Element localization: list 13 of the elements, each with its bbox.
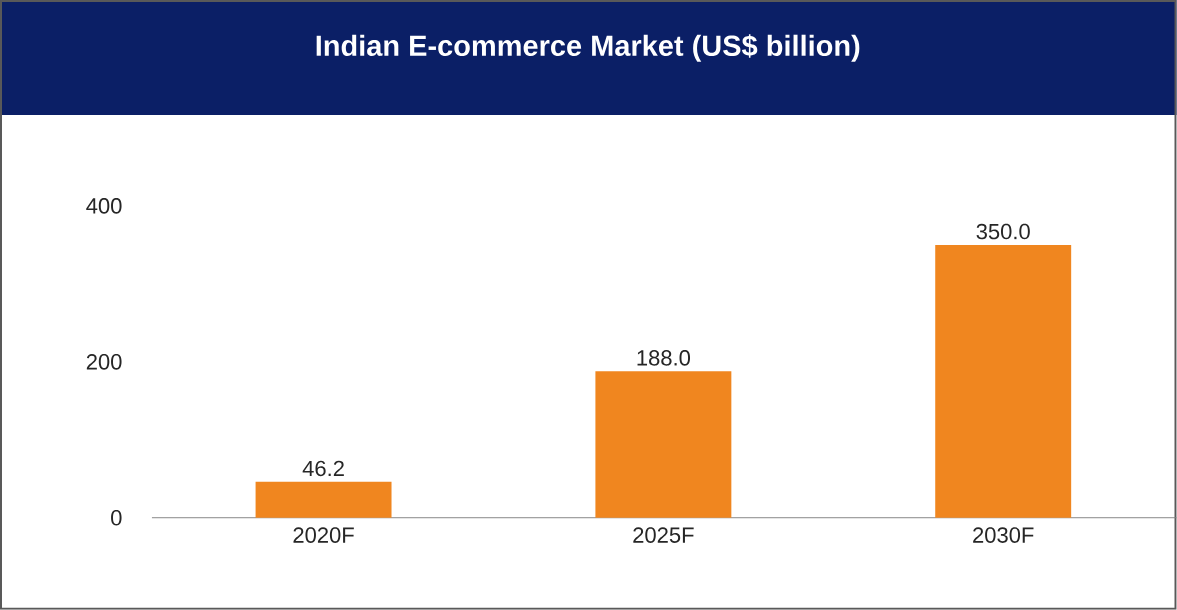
x-tick-label: 2025F — [633, 527, 694, 543]
y-tick-label: 200 — [86, 354, 122, 370]
x-tick-label: 2030F — [973, 527, 1034, 543]
bar — [255, 481, 392, 518]
bar — [595, 371, 732, 518]
y-tick-label: 0 — [111, 510, 122, 526]
data-label: 188.0 — [637, 350, 691, 366]
x-tick-label: 2020F — [293, 527, 354, 543]
chart-title: Indian E-commerce Market (US$ billion) — [316, 34, 860, 62]
data-label: 46.2 — [302, 460, 344, 477]
y-tick-label: 400 — [86, 198, 122, 214]
data-label: 350.0 — [976, 223, 1030, 240]
bar — [935, 245, 1072, 518]
